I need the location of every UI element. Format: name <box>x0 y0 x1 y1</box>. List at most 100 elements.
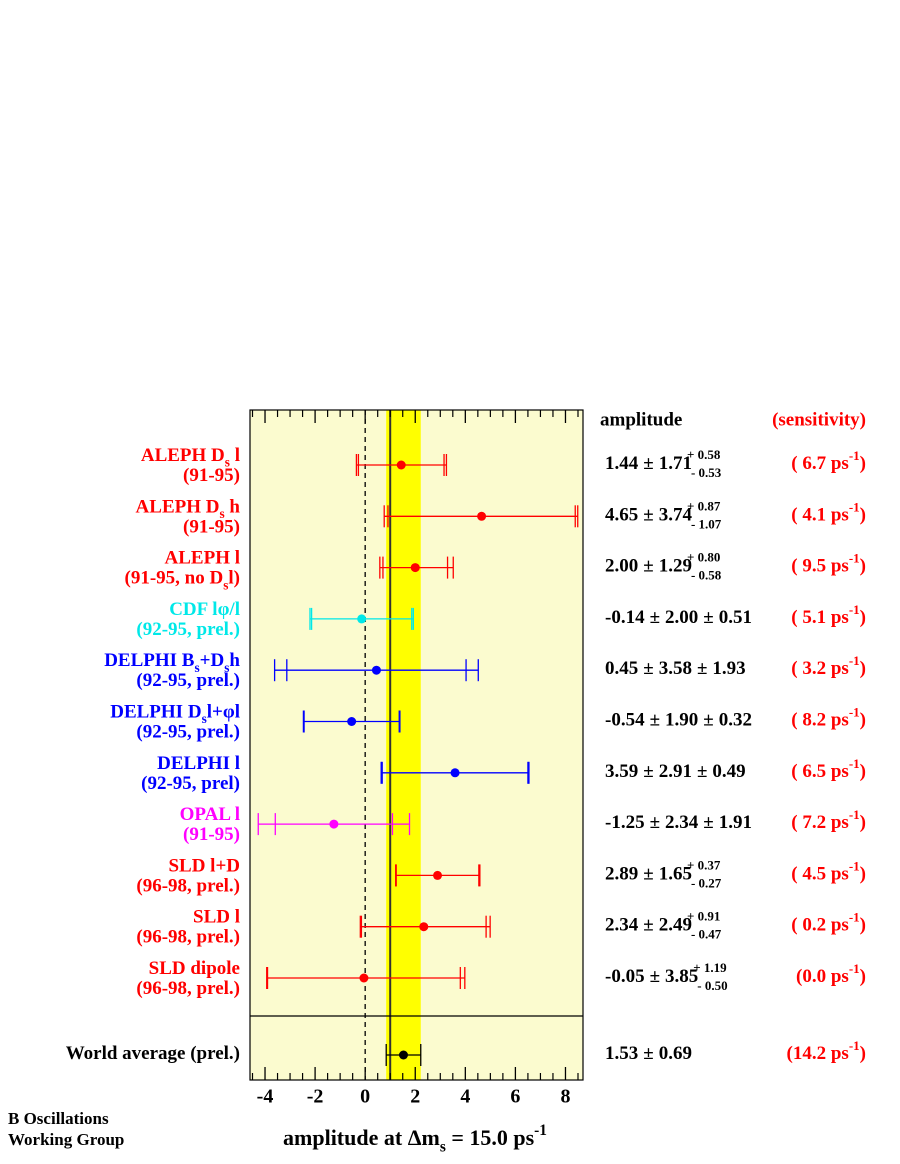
sensitivity-value: ( 3.2 ps <box>791 659 849 680</box>
text-part: CDF lφ/l <box>169 599 240 620</box>
plot-frame <box>249 409 584 1081</box>
row-label: SLD dipole <box>149 958 240 979</box>
amplitude-text: 2.89 ±1.65 <box>605 864 692 885</box>
text-part: h <box>229 651 240 672</box>
pm-text: ± <box>643 761 653 782</box>
text-part: DELPHI B <box>104 651 195 672</box>
syst-plus-text: + 0.91 <box>687 909 720 924</box>
row-label: DELPHI Bs+Dsh <box>104 651 240 675</box>
text-part: (91-95, no D <box>125 568 224 589</box>
pm-text: ± <box>643 556 653 577</box>
value-text: 4.65 <box>605 505 638 526</box>
x-tick-label: 6 <box>510 1086 520 1108</box>
text-part: +D <box>200 651 225 672</box>
row-label: World average (prel.) <box>66 1043 240 1064</box>
x-tick-label: -4 <box>257 1086 274 1108</box>
sensitivity-exp: -1 <box>849 499 860 514</box>
amplitude-text: -1.25 ±2.34 ±1.91 <box>605 812 752 833</box>
row-label: (91-95) <box>183 465 240 486</box>
amplitude-text: 2.34 ±2.49 <box>605 915 692 936</box>
text-part: (92-95, prel.) <box>136 671 240 692</box>
central-value <box>477 511 487 521</box>
value-text: -1.25 <box>605 812 645 833</box>
row-label: ALEPH l <box>165 548 240 569</box>
stat-text: 1.65 <box>659 864 692 885</box>
text-part: amplitude at Δm <box>283 1125 440 1150</box>
syst-plus-text: + 0.80 <box>687 550 720 565</box>
sensitivity-close: ) <box>860 607 866 628</box>
sensitivity-close: ) <box>860 505 866 526</box>
sensitivity-value: ( 9.5 ps <box>791 556 849 577</box>
sensitivity-close: ) <box>860 710 866 731</box>
sensitivity-exp: -1 <box>849 961 860 976</box>
pm-text: ± <box>650 812 660 833</box>
stat-text: 3.58 <box>659 659 692 680</box>
credit: B Oscillations <box>8 1109 109 1128</box>
central-value <box>398 1050 408 1060</box>
row-label: (91-95) <box>183 824 240 845</box>
row-label: SLD l <box>193 907 240 928</box>
text-part: ALEPH l <box>165 548 240 569</box>
value-text: 2.34 <box>605 915 639 936</box>
syst-plus-text: + 0.87 <box>687 498 721 513</box>
stat-text: 1.90 <box>665 710 698 731</box>
amplitude-text: 2.00 ±1.29 <box>605 556 692 577</box>
sensitivity-value: ( 7.2 ps <box>791 812 849 833</box>
sensitivity-close: ) <box>860 1043 866 1064</box>
central-value <box>450 768 460 778</box>
syst-minus-text: - 0.53 <box>691 465 722 480</box>
text-part: s <box>223 577 228 592</box>
amplitude-text: 4.65 ±3.74 <box>605 505 692 526</box>
text-part: l) <box>228 568 240 589</box>
value-text: -0.05 <box>605 966 645 987</box>
syst-minus-text: - 1.07 <box>691 516 722 531</box>
text-part: World average (prel.) <box>66 1043 240 1064</box>
value-text: 1.53 <box>605 1043 638 1064</box>
central-value <box>347 717 357 726</box>
text-part: (91-95) <box>183 824 240 845</box>
sensitivity-exp: -1 <box>849 653 860 668</box>
sensitivity-value: ( 5.1 ps <box>791 607 849 628</box>
sensitivity-text: ( 6.5 ps-1) <box>791 756 866 782</box>
stat-text: 0.69 <box>659 1043 692 1064</box>
stat-text: 3.74 <box>659 505 693 526</box>
text-part: (91-95) <box>183 465 240 486</box>
text-part: (91-95) <box>183 517 240 538</box>
sensitivity-exp: -1 <box>849 704 860 719</box>
central-value <box>419 922 429 932</box>
text-part: (96-98, prel.) <box>136 978 240 999</box>
pm-text: ± <box>643 659 653 680</box>
syst-text: 0.51 <box>719 607 752 628</box>
text-part: SLD l+D <box>168 856 240 877</box>
row-label: (92-95, prel.) <box>136 671 240 692</box>
pm-text: ± <box>643 1043 653 1064</box>
pm-text: ± <box>650 607 660 628</box>
sensitivity-text: ( 3.2 ps-1) <box>791 653 866 679</box>
syst-text: 1.91 <box>719 812 752 833</box>
sensitivity-exp: -1 <box>849 858 860 873</box>
stat-text: 1.29 <box>659 556 692 577</box>
sensitivity-text: (14.2 ps-1) <box>787 1038 866 1064</box>
pm-text: ± <box>703 607 713 628</box>
pm-text: ± <box>697 659 707 680</box>
pm-text: ± <box>650 710 660 731</box>
syst-minus-text: - 0.27 <box>691 875 722 890</box>
row-label: ALEPH Ds h <box>136 497 241 521</box>
header-amplitude: amplitude <box>600 409 682 430</box>
text-part: s <box>202 711 207 726</box>
central-value <box>357 614 367 624</box>
sensitivity-close: ) <box>860 453 866 474</box>
amplitude-text: -0.05 ±3.85 <box>605 966 698 987</box>
amplitude-text: -0.14 ±2.00 ±0.51 <box>605 607 752 628</box>
central-value <box>410 563 420 573</box>
text-part: OPAL l <box>180 804 240 825</box>
x-tick-label: 0 <box>360 1086 370 1108</box>
x-tick-label: 4 <box>460 1086 470 1108</box>
value-text: 1.44 <box>605 453 639 474</box>
syst-minus-text: - 0.47 <box>691 927 722 942</box>
row-label: ALEPH Ds l <box>141 445 240 469</box>
text-part: ALEPH D <box>141 445 225 466</box>
sensitivity-exp: -1 <box>849 756 860 771</box>
stat-text: 1.71 <box>659 453 692 474</box>
